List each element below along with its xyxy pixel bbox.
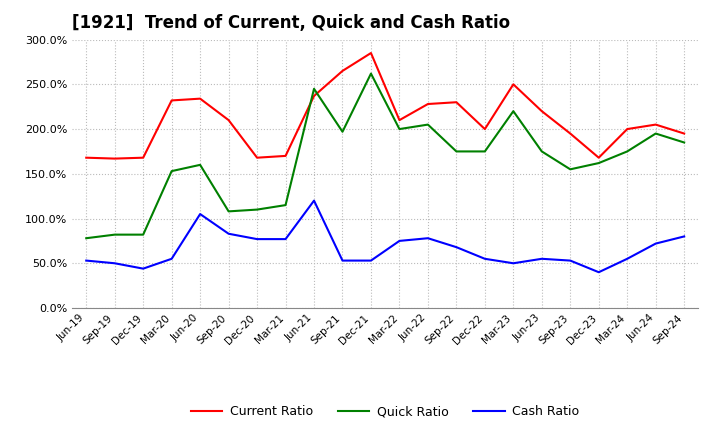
Cash Ratio (282, 236, 290, 242)
Current Ratio (652, 122, 660, 127)
Quick Ratio (595, 161, 603, 166)
Current Ratio (167, 98, 176, 103)
Current Ratio (509, 82, 518, 87)
Line: Cash Ratio: Cash Ratio (86, 201, 684, 272)
Quick Ratio (395, 126, 404, 132)
Current Ratio (623, 126, 631, 132)
Quick Ratio (310, 86, 318, 92)
Current Ratio (196, 96, 204, 101)
Quick Ratio (253, 207, 261, 212)
Cash Ratio (623, 256, 631, 261)
Quick Ratio (452, 149, 461, 154)
Cash Ratio (595, 270, 603, 275)
Current Ratio (110, 156, 119, 161)
Current Ratio (395, 117, 404, 123)
Quick Ratio (196, 162, 204, 168)
Quick Ratio (139, 232, 148, 237)
Cash Ratio (509, 260, 518, 266)
Current Ratio (452, 99, 461, 105)
Quick Ratio (623, 149, 631, 154)
Cash Ratio (366, 258, 375, 263)
Current Ratio (680, 131, 688, 136)
Current Ratio (480, 126, 489, 132)
Cash Ratio (310, 198, 318, 203)
Quick Ratio (652, 131, 660, 136)
Cash Ratio (82, 258, 91, 263)
Cash Ratio (566, 258, 575, 263)
Line: Current Ratio: Current Ratio (86, 53, 684, 158)
Quick Ratio (282, 202, 290, 208)
Cash Ratio (167, 256, 176, 261)
Current Ratio (423, 101, 432, 106)
Current Ratio (139, 155, 148, 160)
Cash Ratio (680, 234, 688, 239)
Quick Ratio (509, 109, 518, 114)
Current Ratio (566, 131, 575, 136)
Quick Ratio (566, 167, 575, 172)
Cash Ratio (480, 256, 489, 261)
Current Ratio (310, 93, 318, 99)
Text: [1921]  Trend of Current, Quick and Cash Ratio: [1921] Trend of Current, Quick and Cash … (72, 15, 510, 33)
Line: Quick Ratio: Quick Ratio (86, 73, 684, 238)
Cash Ratio (338, 258, 347, 263)
Cash Ratio (139, 266, 148, 271)
Current Ratio (537, 109, 546, 114)
Quick Ratio (366, 71, 375, 76)
Current Ratio (82, 155, 91, 160)
Current Ratio (282, 153, 290, 158)
Cash Ratio (110, 260, 119, 266)
Cash Ratio (253, 236, 261, 242)
Quick Ratio (338, 129, 347, 134)
Cash Ratio (423, 235, 432, 241)
Current Ratio (595, 155, 603, 160)
Current Ratio (225, 117, 233, 123)
Current Ratio (253, 155, 261, 160)
Cash Ratio (395, 238, 404, 244)
Quick Ratio (480, 149, 489, 154)
Cash Ratio (225, 231, 233, 236)
Cash Ratio (652, 241, 660, 246)
Quick Ratio (167, 169, 176, 174)
Quick Ratio (225, 209, 233, 214)
Quick Ratio (423, 122, 432, 127)
Current Ratio (338, 68, 347, 73)
Current Ratio (366, 50, 375, 55)
Quick Ratio (110, 232, 119, 237)
Legend: Current Ratio, Quick Ratio, Cash Ratio: Current Ratio, Quick Ratio, Cash Ratio (186, 400, 585, 423)
Cash Ratio (196, 211, 204, 216)
Quick Ratio (537, 149, 546, 154)
Quick Ratio (82, 235, 91, 241)
Cash Ratio (452, 245, 461, 250)
Cash Ratio (537, 256, 546, 261)
Quick Ratio (680, 140, 688, 145)
